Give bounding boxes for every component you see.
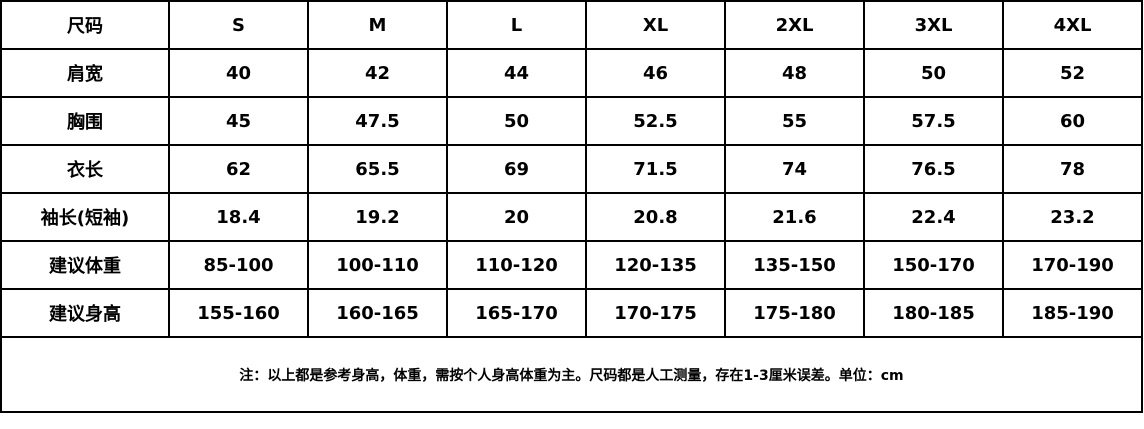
table-cell: 65.5: [307, 144, 448, 194]
table-cell: 185-190: [1002, 288, 1143, 338]
table-cell: 71.5: [585, 144, 726, 194]
table-cell: 47.5: [307, 96, 448, 146]
table-cell: 165-170: [446, 288, 587, 338]
table-cell: 120-135: [585, 240, 726, 290]
size-m: M: [307, 0, 448, 50]
size-3xl: 3XL: [863, 0, 1004, 50]
table-cell: 160-165: [307, 288, 448, 338]
table-cell: 52.5: [585, 96, 726, 146]
size-2xl: 2XL: [724, 0, 865, 50]
table-cell: 78: [1002, 144, 1143, 194]
table-row: 建议身高 155-160 160-165 165-170 170-175 175-180 1…: [0, 288, 1143, 338]
table-cell: 45: [168, 96, 309, 146]
row-label: 肩宽: [0, 48, 170, 98]
table-cell: 175-180: [724, 288, 865, 338]
table-cell: 40: [168, 48, 309, 98]
table-cell: 55: [724, 96, 865, 146]
table-cell: 19.2: [307, 192, 448, 242]
row-label: 袖长(短袖): [0, 192, 170, 242]
table-cell: 74: [724, 144, 865, 194]
size-xl: XL: [585, 0, 726, 50]
table-cell: 23.2: [1002, 192, 1143, 242]
header-row: 尺码 S M L XL 2XL 3XL 4XL: [0, 0, 1143, 50]
table-cell: 85-100: [168, 240, 309, 290]
table-cell: 150-170: [863, 240, 1004, 290]
table-cell: 57.5: [863, 96, 1004, 146]
table-cell: 44: [446, 48, 587, 98]
table-cell: 69: [446, 144, 587, 194]
table-cell: 50: [863, 48, 1004, 98]
row-label: 胸围: [0, 96, 170, 146]
table-cell: 170-175: [585, 288, 726, 338]
table-cell: 20: [446, 192, 587, 242]
table-row: 衣长 62 65.5 69 71.5 74 76.5 78: [0, 144, 1143, 194]
table-cell: 135-150: [724, 240, 865, 290]
table-cell: 110-120: [446, 240, 587, 290]
note-row: 注：以上都是参考身高，体重，需按个人身高体重为主。尺码都是人工测量，存在1-3厘…: [0, 336, 1143, 413]
table-cell: 62: [168, 144, 309, 194]
table-cell: 18.4: [168, 192, 309, 242]
table-cell: 52: [1002, 48, 1143, 98]
table-cell: 48: [724, 48, 865, 98]
table-row: 肩宽 40 42 44 46 48 50 52: [0, 48, 1143, 98]
table-cell: 46: [585, 48, 726, 98]
size-chart-body: 尺码 S M L XL 2XL 3XL 4XL 肩宽 40 42 44 46 48 50 52…: [0, 0, 1143, 413]
table-cell: 155-160: [168, 288, 309, 338]
table-cell: 42: [307, 48, 448, 98]
table-cell: 60: [1002, 96, 1143, 146]
table-cell: 76.5: [863, 144, 1004, 194]
table-row: 袖长(短袖) 18.4 19.2 20 20.8 21.6 22.4 23.2: [0, 192, 1143, 242]
table-row: 建议体重 85-100 100-110 110-120 120-135 135-150 15…: [0, 240, 1143, 290]
footnote: 注：以上都是参考身高，体重，需按个人身高体重为主。尺码都是人工测量，存在1-3厘…: [0, 336, 1143, 413]
table-cell: 170-190: [1002, 240, 1143, 290]
size-l: L: [446, 0, 587, 50]
table-cell: 21.6: [724, 192, 865, 242]
table-row: 胸围 45 47.5 50 52.5 55 57.5 60: [0, 96, 1143, 146]
row-label: 衣长: [0, 144, 170, 194]
row-label: 建议身高: [0, 288, 170, 338]
header-label: 尺码: [0, 0, 170, 50]
table-cell: 22.4: [863, 192, 1004, 242]
table-cell: 20.8: [585, 192, 726, 242]
table-cell: 180-185: [863, 288, 1004, 338]
size-s: S: [168, 0, 309, 50]
size-chart-table: 尺码 S M L XL 2XL 3XL 4XL 肩宽 40 42 44 46 48 50 52…: [0, 0, 1143, 413]
size-4xl: 4XL: [1002, 0, 1143, 50]
table-cell: 100-110: [307, 240, 448, 290]
table-cell: 50: [446, 96, 587, 146]
row-label: 建议体重: [0, 240, 170, 290]
